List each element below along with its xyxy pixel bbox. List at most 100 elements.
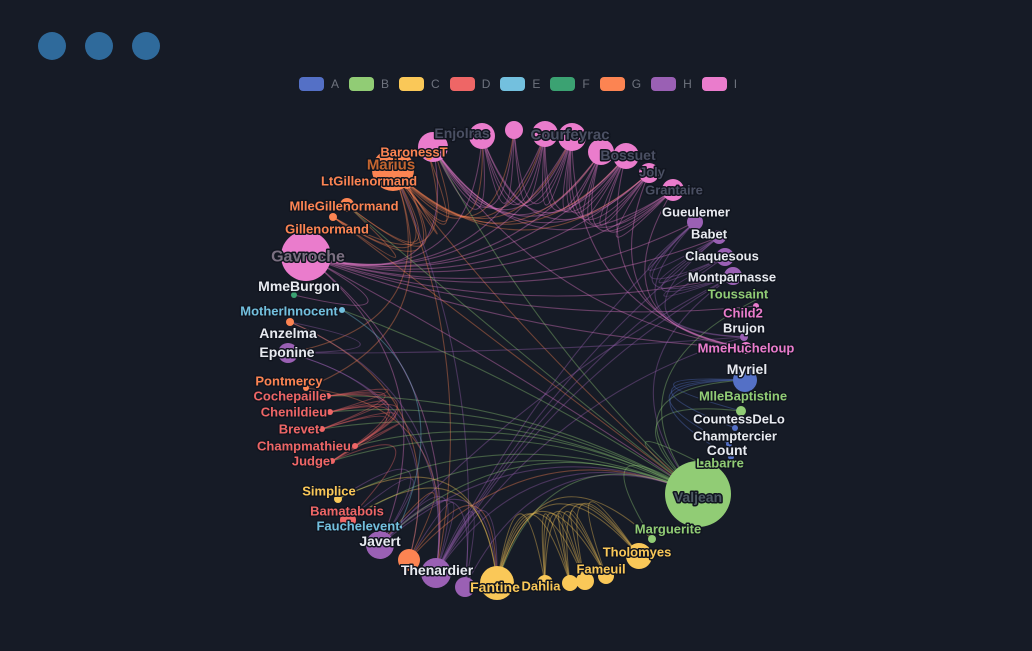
edge-en-p1 bbox=[432, 135, 485, 210]
legend-item-C[interactable]: C bbox=[399, 77, 440, 91]
edge-mh-bs bbox=[616, 155, 747, 349]
graph-node-y2[interactable] bbox=[576, 572, 594, 590]
graph-node-Bossuet[interactable] bbox=[613, 143, 639, 169]
graph-node-Anzelma[interactable] bbox=[286, 318, 294, 326]
window-control-dot-2[interactable] bbox=[85, 32, 113, 60]
graph-node-Marguerite[interactable] bbox=[648, 535, 656, 543]
graph-node-Tholomyes[interactable] bbox=[626, 543, 652, 569]
graph-node-p1[interactable] bbox=[469, 123, 495, 149]
graph-node-Count[interactable] bbox=[728, 454, 734, 460]
graph-node-Gueulemer[interactable] bbox=[687, 214, 703, 230]
edge-ma-p4 bbox=[392, 151, 602, 224]
node-label-Champtercier: Champtercier bbox=[693, 429, 777, 444]
edge-gv-bs bbox=[305, 155, 627, 268]
graph-node-Valjean[interactable] bbox=[665, 461, 731, 527]
graph-node-Dahlia[interactable] bbox=[537, 575, 553, 591]
node-label-Montparnasse: Montparnasse bbox=[688, 270, 776, 285]
graph-node-Javert[interactable] bbox=[366, 531, 394, 559]
graph-node-LtGillenormand[interactable] bbox=[402, 179, 412, 189]
graph-node-Myriel[interactable] bbox=[733, 368, 757, 392]
graph-node-Courfeyrac[interactable] bbox=[558, 123, 586, 151]
legend-item-A[interactable]: A bbox=[299, 77, 339, 91]
node-label-Gavroche: Gavroche bbox=[271, 249, 345, 266]
edge-bb-cq bbox=[658, 236, 726, 284]
edge-p1-cf bbox=[481, 135, 573, 207]
graph-node-p4[interactable] bbox=[588, 139, 614, 165]
graph-node-Pontmercy[interactable] bbox=[303, 385, 309, 391]
graph-node-Cochepaille[interactable] bbox=[325, 393, 331, 399]
graph-node-Montparnasse[interactable] bbox=[724, 267, 742, 285]
graph-node-Gavroche[interactable] bbox=[281, 231, 331, 281]
edge-en-cf bbox=[432, 136, 573, 211]
edge-th-cq bbox=[435, 256, 726, 574]
window-control-dot-3[interactable] bbox=[132, 32, 160, 60]
graph-node-Fauchelevent[interactable] bbox=[396, 524, 402, 530]
graph-node-Gillenormand[interactable] bbox=[329, 213, 337, 221]
legend-item-D[interactable]: D bbox=[449, 77, 490, 91]
graph-node-BaronessT[interactable] bbox=[425, 152, 433, 160]
graph-node-Babet[interactable] bbox=[712, 230, 726, 244]
graph-node-Champtercier[interactable] bbox=[726, 441, 732, 447]
graph-node-CountessDeLo[interactable] bbox=[732, 425, 738, 431]
graph-node-Child2[interactable] bbox=[753, 303, 759, 309]
graph-node-Chenildieu[interactable] bbox=[327, 409, 333, 415]
edge-gv-gu bbox=[305, 221, 696, 279]
graph-node-MmeHucheloup[interactable] bbox=[740, 342, 752, 354]
edge-ma-mg bbox=[346, 169, 420, 243]
edge-mp-jv bbox=[379, 275, 734, 546]
graph-node-p5[interactable] bbox=[455, 577, 475, 597]
graph-node-Joly[interactable] bbox=[639, 163, 659, 183]
legend-swatch bbox=[651, 77, 677, 91]
graph-node-Grantaire[interactable] bbox=[662, 179, 684, 201]
edge-my-ct bbox=[668, 379, 746, 445]
graph-node-Judge[interactable] bbox=[329, 458, 335, 464]
legend-item-B[interactable]: B bbox=[349, 77, 389, 91]
edge-th-bb bbox=[435, 236, 720, 574]
edge-p3-bs bbox=[544, 133, 627, 213]
graph-node-p3[interactable] bbox=[532, 121, 558, 147]
legend-item-E[interactable]: E bbox=[500, 77, 540, 91]
graph-node-MotherInnocent[interactable] bbox=[339, 307, 345, 313]
edge-gv-p3 bbox=[305, 133, 546, 265]
edge-gn-mg bbox=[332, 204, 397, 258]
graph-node-Bamatabois[interactable] bbox=[340, 512, 356, 528]
legend-item-I[interactable]: I bbox=[701, 77, 737, 91]
graph-node-p2[interactable] bbox=[505, 121, 523, 139]
edge-cd-cp2 bbox=[327, 388, 389, 413]
node-label-Claquesous: Claquesous bbox=[685, 249, 759, 264]
graph-node-Simplice[interactable] bbox=[334, 495, 342, 503]
edge-ma-gn bbox=[332, 169, 417, 249]
edge-th-mp bbox=[435, 275, 734, 574]
graph-node-Fantine[interactable] bbox=[480, 566, 514, 600]
graph-node-Champmathieu[interactable] bbox=[352, 443, 358, 449]
graph-node-Eponine[interactable] bbox=[278, 343, 298, 363]
graph-node-y1[interactable] bbox=[562, 575, 578, 591]
graph-node-Fameuil[interactable] bbox=[598, 568, 614, 584]
legend-item-H[interactable]: H bbox=[651, 77, 692, 91]
edge-ma-p3 bbox=[392, 133, 546, 219]
node-label-Cochepaille: Cochepaille bbox=[254, 389, 327, 404]
edge-bt-gn bbox=[332, 155, 438, 246]
node-label-MmeBurgon: MmeBurgon bbox=[258, 278, 340, 294]
edge-gv-jl bbox=[305, 172, 650, 270]
node-label-Brujon: Brujon bbox=[723, 321, 765, 336]
graph-node-Brujon[interactable] bbox=[740, 333, 748, 341]
graph-node-Labarre[interactable] bbox=[703, 463, 709, 469]
legend-item-G[interactable]: G bbox=[599, 77, 641, 91]
edge-th-jv bbox=[379, 496, 449, 574]
window-control-dot-1[interactable] bbox=[38, 32, 66, 60]
graph-node-MmeBurgon[interactable] bbox=[291, 292, 297, 298]
graph-node-Thenardier[interactable] bbox=[421, 558, 451, 588]
edge-p3-cf bbox=[542, 133, 573, 206]
graph-node-Claquesous[interactable] bbox=[716, 248, 734, 266]
graph-node-Toussaint[interactable] bbox=[764, 293, 768, 297]
edge-ma-ep bbox=[287, 169, 409, 354]
graph-node-MlleGillenormand[interactable] bbox=[340, 198, 354, 212]
graph-node-Brevet[interactable] bbox=[319, 426, 325, 432]
node-label-Babet: Babet bbox=[691, 227, 728, 242]
graph-node-mt[interactable] bbox=[398, 549, 420, 571]
node-label-Enjolras: Enjolras bbox=[434, 125, 489, 141]
legend-item-F[interactable]: F bbox=[550, 77, 590, 91]
node-label-Brevet: Brevet bbox=[279, 422, 320, 437]
graph-node-MlleBaptistine[interactable] bbox=[736, 406, 746, 416]
